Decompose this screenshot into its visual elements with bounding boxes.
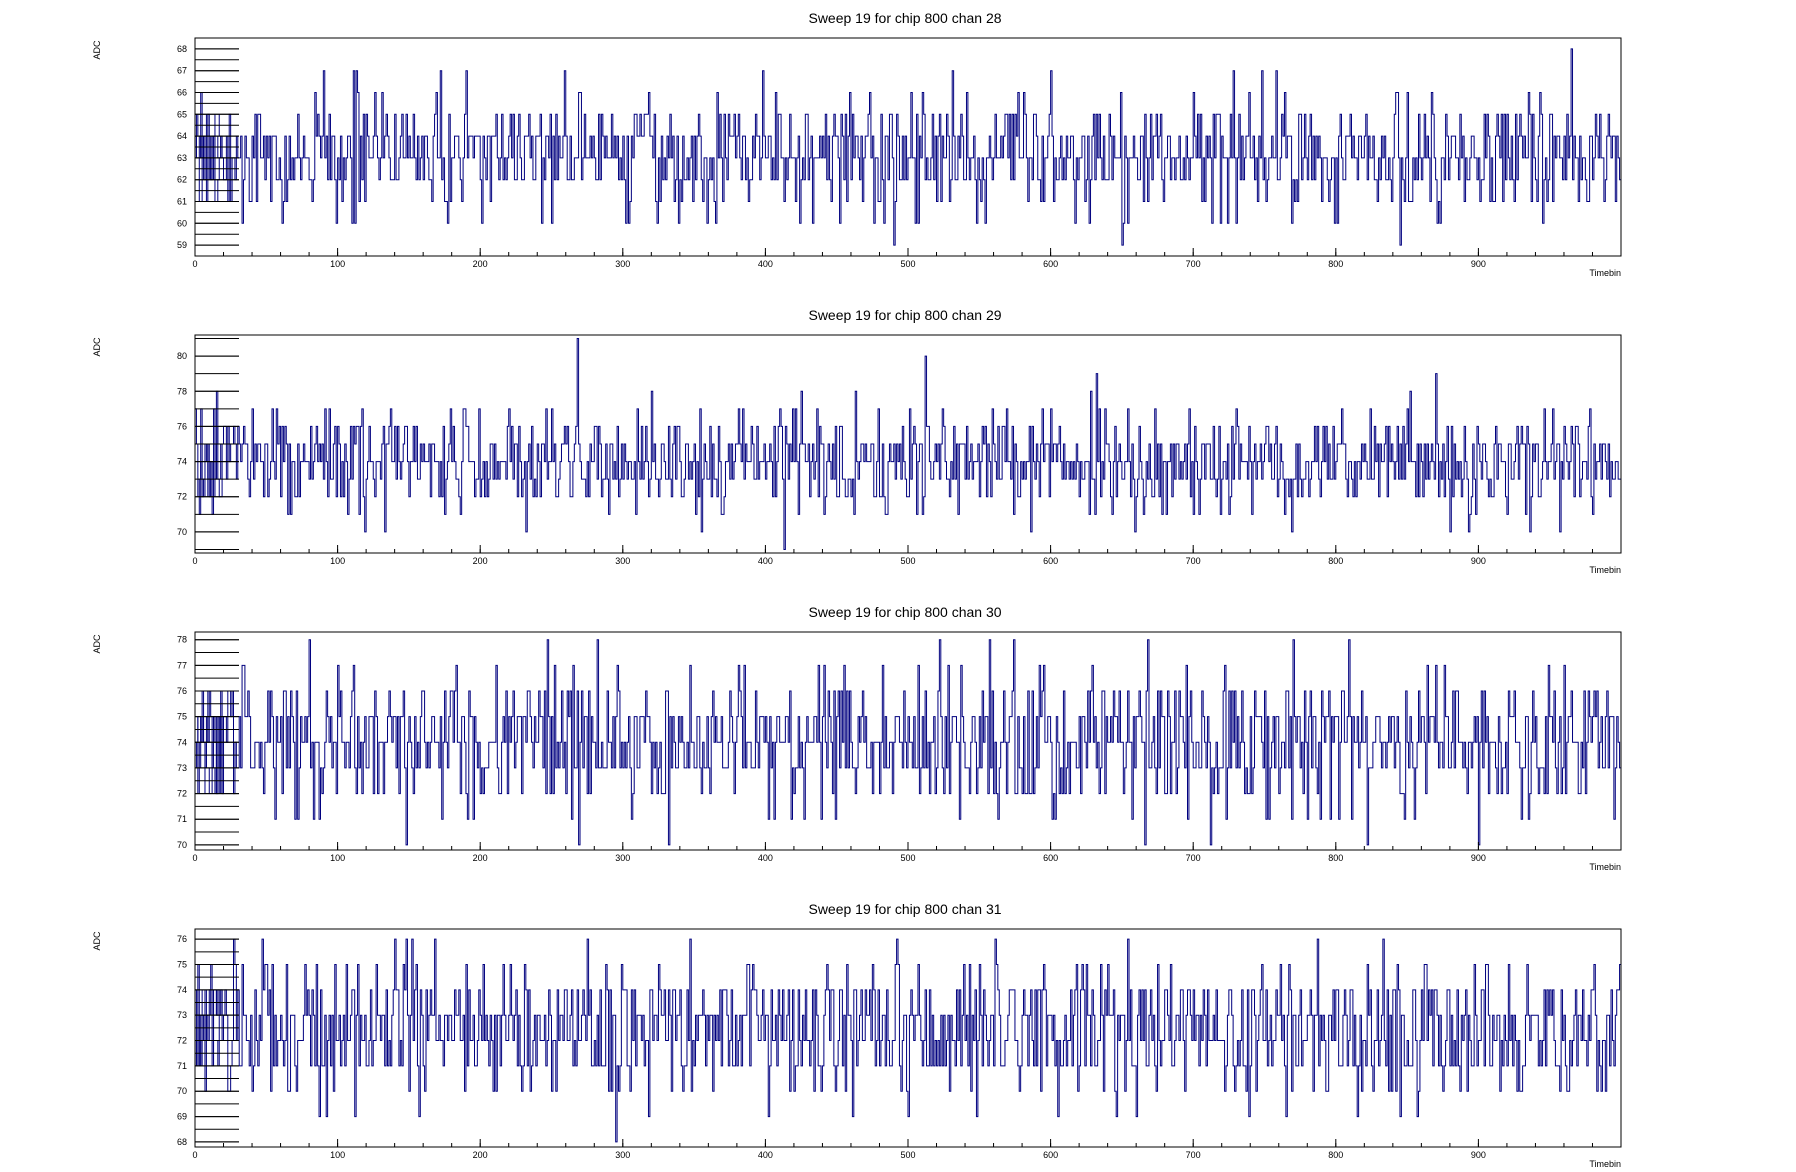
y-tick-label: 76	[177, 421, 187, 431]
x-tick-label: 500	[900, 1150, 915, 1160]
y-tick-label: 68	[177, 1137, 187, 1147]
x-tick-label: 0	[192, 1150, 197, 1160]
y-tick-label: 76	[177, 934, 187, 944]
x-tick-label: 900	[1471, 853, 1486, 863]
y-tick-label: 71	[177, 814, 187, 824]
x-tick-label: 600	[1043, 853, 1058, 863]
x-tick-label: 300	[615, 556, 630, 566]
x-tick-label: 400	[758, 853, 773, 863]
x-tick-label: 900	[1471, 556, 1486, 566]
x-tick-label: 100	[330, 1150, 345, 1160]
x-tick-label: 200	[473, 853, 488, 863]
y-tick-label: 72	[177, 1036, 187, 1046]
y-tick-label: 74	[177, 985, 187, 995]
y-tick-label: 75	[177, 959, 187, 969]
y-tick-label: 69	[177, 1112, 187, 1122]
x-tick-label: 800	[1328, 259, 1343, 269]
x-tick-label: 0	[192, 853, 197, 863]
x-tick-label: 700	[1186, 556, 1201, 566]
y-axis-label: ADC	[92, 931, 102, 951]
x-tick-label: 800	[1328, 1150, 1343, 1160]
chart-panel-1: Sweep 19 for chip 800 chan 29 70 72 74 76 78 8…	[92, 307, 1622, 575]
y-tick-label: 80	[177, 351, 187, 361]
series-line	[195, 338, 1621, 550]
x-tick-label: 400	[758, 259, 773, 269]
x-tick-label: 900	[1471, 1150, 1486, 1160]
y-tick-label: 70	[177, 1086, 187, 1096]
y-tick-label: 63	[177, 153, 187, 163]
x-tick-label: 400	[758, 1150, 773, 1160]
y-tick-label: 78	[177, 635, 187, 645]
x-tick-label: 400	[758, 556, 773, 566]
y-axis-label: ADC	[92, 40, 102, 60]
y-tick-label: 70	[177, 840, 187, 850]
y-tick-label: 73	[177, 1010, 187, 1020]
y-tick-label: 74	[177, 457, 187, 467]
x-tick-label: 600	[1043, 556, 1058, 566]
y-tick-label: 75	[177, 712, 187, 722]
chart-panel-2: Sweep 19 for chip 800 chan 30 70 71 72 73 74 7…	[92, 604, 1622, 872]
y-tick-label: 77	[177, 660, 187, 670]
x-tick-label: 300	[615, 1150, 630, 1160]
chart-panels: Sweep 19 for chip 800 chan 28 59 60 61 62 63 6…	[92, 10, 1622, 1169]
x-tick-label: 700	[1186, 853, 1201, 863]
x-axis-label: Timebin	[1589, 268, 1621, 278]
y-tick-label: 72	[177, 492, 187, 502]
x-tick-label: 200	[473, 1150, 488, 1160]
y-tick-label: 78	[177, 386, 187, 396]
y-tick-label: 59	[177, 240, 187, 250]
x-axis-label: Timebin	[1589, 862, 1621, 872]
x-axis-label: Timebin	[1589, 1159, 1621, 1169]
x-tick-label: 700	[1186, 1150, 1201, 1160]
y-tick-label: 67	[177, 66, 187, 76]
series-line	[195, 48, 1621, 246]
x-tick-label: 600	[1043, 1150, 1058, 1160]
x-tick-label: 100	[330, 556, 345, 566]
x-tick-label: 200	[473, 259, 488, 269]
x-tick-label: 600	[1043, 259, 1058, 269]
y-tick-label: 73	[177, 763, 187, 773]
chart-title: Sweep 19 for chip 800 chan 31	[808, 901, 1001, 917]
x-tick-label: 300	[615, 259, 630, 269]
chart-title: Sweep 19 for chip 800 chan 30	[808, 604, 1001, 620]
x-tick-label: 800	[1328, 853, 1343, 863]
y-tick-label: 61	[177, 197, 187, 207]
x-tick-label: 900	[1471, 259, 1486, 269]
x-tick-label: 100	[330, 259, 345, 269]
x-tick-label: 0	[192, 259, 197, 269]
series-line	[195, 938, 1621, 1143]
y-tick-label: 62	[177, 175, 187, 185]
y-tick-label: 74	[177, 737, 187, 747]
y-tick-label: 72	[177, 789, 187, 799]
series-line	[195, 639, 1621, 846]
chart-title: Sweep 19 for chip 800 chan 28	[808, 10, 1001, 26]
y-tick-label: 71	[177, 1061, 187, 1071]
x-axis-label: Timebin	[1589, 565, 1621, 575]
chart-panel-3: Sweep 19 for chip 800 chan 31 68 69 70 71 72 7…	[92, 901, 1622, 1169]
x-tick-label: 500	[900, 556, 915, 566]
x-tick-label: 700	[1186, 259, 1201, 269]
x-tick-label: 800	[1328, 556, 1343, 566]
chart-panel-0: Sweep 19 for chip 800 chan 28 59 60 61 62 63 6…	[92, 10, 1622, 278]
y-tick-label: 66	[177, 88, 187, 98]
y-tick-label: 76	[177, 686, 187, 696]
x-tick-label: 500	[900, 853, 915, 863]
y-tick-label: 70	[177, 527, 187, 537]
x-tick-label: 200	[473, 556, 488, 566]
chart-title: Sweep 19 for chip 800 chan 29	[808, 307, 1001, 323]
y-axis-label: ADC	[92, 634, 102, 654]
x-tick-label: 300	[615, 853, 630, 863]
y-tick-label: 68	[177, 44, 187, 54]
y-tick-label: 60	[177, 218, 187, 228]
y-tick-label: 65	[177, 109, 187, 119]
x-tick-label: 500	[900, 259, 915, 269]
y-tick-label: 64	[177, 131, 187, 141]
x-tick-label: 0	[192, 556, 197, 566]
x-tick-label: 100	[330, 853, 345, 863]
y-axis-label: ADC	[92, 337, 102, 357]
